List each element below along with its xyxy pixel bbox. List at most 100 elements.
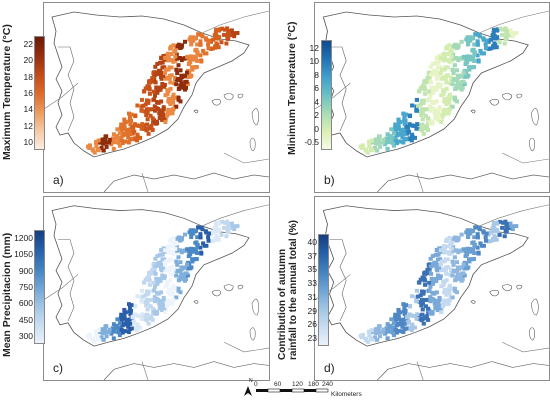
grid-cell <box>175 236 180 241</box>
grid-cell <box>165 88 170 93</box>
balearic-island <box>501 284 513 292</box>
grid-cell <box>504 221 509 226</box>
grid-cell <box>396 316 402 321</box>
grid-cell <box>459 83 464 88</box>
grid-cell <box>206 46 211 51</box>
grid-cell <box>484 238 489 243</box>
grid-cell <box>390 330 395 335</box>
grid-cell <box>214 27 219 32</box>
grid-cell <box>447 59 452 64</box>
grid-cell <box>171 298 176 303</box>
grid-cell <box>466 235 471 240</box>
grid-cell <box>185 70 189 75</box>
grid-cell <box>201 241 206 246</box>
grid-cell <box>439 76 444 81</box>
grid-cell <box>419 113 424 117</box>
grid-cell <box>125 128 130 133</box>
grid-cell <box>163 248 168 253</box>
grid-cell <box>198 232 203 237</box>
grid-cell <box>504 28 509 33</box>
grid-cell <box>445 52 450 56</box>
grid-cell <box>94 333 99 338</box>
grid-cell <box>375 139 381 144</box>
grid-cell <box>231 224 236 229</box>
grid-cell <box>155 282 160 286</box>
grid-cell <box>110 136 115 141</box>
grid-cell <box>374 327 379 332</box>
grid-cell <box>143 277 148 282</box>
grid-cell <box>441 51 447 56</box>
iberian-peninsula-outline <box>322 205 529 347</box>
grid-cell <box>166 259 171 264</box>
grid-cell <box>428 295 433 299</box>
grid-cell <box>184 79 189 84</box>
grid-cell <box>130 315 135 320</box>
grid-cell <box>421 291 426 296</box>
grid-cell <box>442 111 447 116</box>
grid-cell <box>179 84 184 89</box>
grid-cell <box>147 282 152 287</box>
africa-coastline <box>103 361 269 380</box>
grid-cell <box>404 125 410 130</box>
legend-tick-label: 26 <box>307 319 317 330</box>
grid-cell <box>456 237 461 241</box>
grid-cell <box>423 113 428 118</box>
grid-cell <box>444 46 449 51</box>
grid-cell <box>423 107 428 112</box>
grid-cell <box>222 225 226 230</box>
grid-cell <box>212 33 217 38</box>
grid-cell <box>123 120 128 125</box>
grid-cell <box>145 117 150 122</box>
grid-cell <box>369 328 374 333</box>
grid-cell <box>420 122 425 127</box>
grid-cell <box>444 239 449 243</box>
country-border <box>141 172 149 192</box>
grid-cell <box>453 87 458 91</box>
grid-cell <box>127 309 132 314</box>
grid-cell <box>403 303 409 307</box>
grid-cell <box>188 252 193 257</box>
grid-cell <box>455 272 460 277</box>
grid-cell <box>119 138 124 143</box>
grid-cell <box>425 76 430 81</box>
grid-cell <box>141 294 146 299</box>
grid-cell <box>494 229 499 234</box>
grid-cell <box>509 31 514 36</box>
grid-cell <box>407 114 412 119</box>
grid-cell <box>439 67 444 72</box>
grid-cell <box>128 121 133 126</box>
grid-cell <box>173 246 178 251</box>
grid-cell <box>109 142 114 147</box>
legend-title: Minimum Temperature (°C) <box>286 21 298 155</box>
grid-cell <box>115 317 120 322</box>
grid-cell <box>385 132 390 137</box>
grid-cell <box>398 322 403 327</box>
grid-cell <box>407 326 413 330</box>
grid-cell <box>396 126 402 131</box>
grid-cell <box>466 65 472 70</box>
country-border <box>479 204 549 227</box>
grid-cell <box>442 96 447 101</box>
grid-cell <box>145 312 150 317</box>
grid-cell <box>152 288 157 293</box>
grid-cell <box>178 56 182 60</box>
grid-cell <box>451 269 457 274</box>
grid-cell <box>188 35 193 40</box>
grid-cell <box>167 268 172 272</box>
grid-cell <box>464 37 469 42</box>
grid-cell <box>225 36 230 41</box>
grid-cell <box>107 137 112 142</box>
grid-cell <box>193 55 198 60</box>
grid-cell <box>192 229 197 234</box>
grid-cell <box>401 302 406 307</box>
grid-cell <box>446 111 451 116</box>
grid-cell <box>447 43 452 48</box>
grid-cell <box>148 304 153 309</box>
grid-cell <box>104 334 109 339</box>
grid-cell <box>185 262 189 267</box>
grid-cell <box>86 334 90 338</box>
grid-cell <box>145 98 149 103</box>
grid-cell <box>427 280 432 285</box>
grid-cell <box>157 301 162 306</box>
grid-cell <box>92 339 97 344</box>
